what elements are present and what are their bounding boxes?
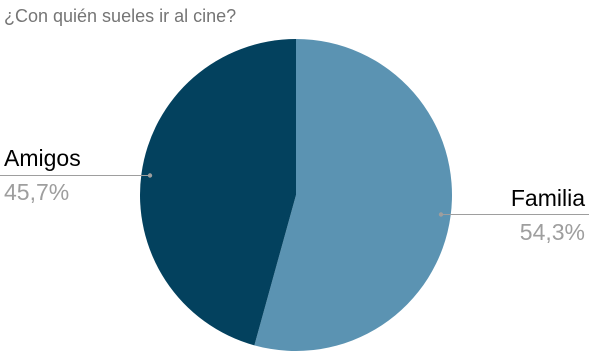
chart-title: ¿Con quién sueles ir al cine?: [4, 6, 236, 26]
leader-dot-familia: [438, 212, 444, 217]
slice-value-amigos: 45,7%: [4, 179, 69, 205]
label-group-amigos: Amigos 45,7%: [0, 145, 153, 205]
pie-slice-amigos: [140, 39, 296, 346]
slice-label-familia: Familia: [511, 185, 585, 211]
pie-slice-familia: [254, 39, 453, 351]
slice-value-familia: 54,3%: [520, 219, 585, 245]
pie-slices: [140, 39, 453, 351]
label-group-familia: Familia 54,3%: [438, 185, 589, 245]
leader-dot-amigos: [147, 173, 153, 178]
slice-label-amigos: Amigos: [4, 145, 81, 171]
